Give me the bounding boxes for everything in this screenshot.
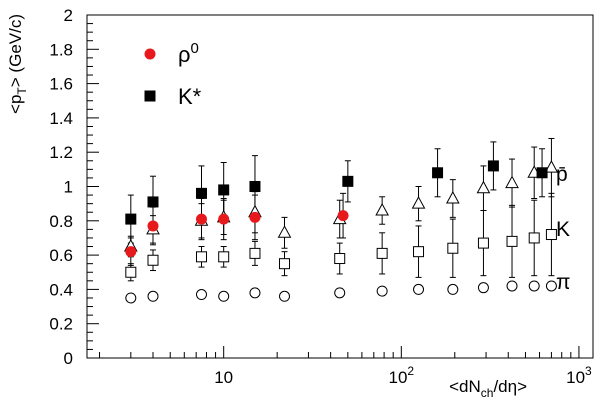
x-tick-label: 102 xyxy=(389,364,415,387)
y-tick-label: 1.6 xyxy=(49,75,73,94)
species-labels: p̄ K π xyxy=(556,163,571,294)
data-point-filled-square xyxy=(218,184,230,196)
species-label-pion: π xyxy=(556,271,571,294)
legend-rho-sup: 0 xyxy=(191,40,199,57)
data-point-filled-square xyxy=(536,167,548,179)
data-point-open-square xyxy=(218,251,230,263)
data-point-filled-square xyxy=(195,187,207,199)
data-point-open-circle xyxy=(279,290,291,302)
x-axis-title-sub: ch xyxy=(481,386,494,400)
data-point-filled-square xyxy=(147,196,159,208)
data-point-open-square xyxy=(447,242,459,254)
data-point-open-circle xyxy=(147,290,159,302)
species-label-pbar: p̄ xyxy=(556,163,568,186)
data-point-open-circle xyxy=(477,282,489,294)
y-tick-label: 1.2 xyxy=(49,143,73,162)
y-axis-title-pre: <p xyxy=(6,95,25,114)
data-point-open-triangle xyxy=(277,225,292,238)
data-point-filled-circle xyxy=(249,211,261,223)
data-point-open-circle xyxy=(447,283,459,295)
data-point-open-square xyxy=(147,254,159,266)
data-point-filled-square xyxy=(125,213,137,225)
legend-rho-marker xyxy=(144,48,156,60)
legend-rho-base: ρ xyxy=(178,42,191,67)
y-tick-label: 1.4 xyxy=(49,109,73,128)
data-point-filled-square xyxy=(249,181,261,192)
data-point-open-circle xyxy=(334,287,346,299)
data-point-open-square xyxy=(279,258,291,270)
data-point-open-square xyxy=(125,266,137,278)
species-label-kaon: K xyxy=(556,218,570,241)
data-point-open-square xyxy=(545,229,557,241)
legend-rho-label: ρ0 xyxy=(178,40,199,67)
legend: ρ0 K* xyxy=(144,40,202,109)
data-markers xyxy=(123,160,559,304)
x-axis-title: <dNch/dη> xyxy=(449,377,527,400)
data-point-filled-circle xyxy=(337,210,349,222)
data-point-filled-circle xyxy=(195,213,207,225)
x-axis-title-post: /dη> xyxy=(493,377,527,396)
data-point-open-circle xyxy=(545,280,557,292)
data-point-open-square xyxy=(477,237,489,249)
data-point-filled-square xyxy=(432,167,444,179)
y-axis-title: <pT> (GeV/c) xyxy=(6,14,29,114)
x-axis-title-pre: <dN xyxy=(449,377,481,396)
y-tick-label: 0.4 xyxy=(49,280,73,299)
data-point-filled-square xyxy=(342,175,354,187)
data-point-open-square xyxy=(334,253,346,265)
x-tick-label: 10 xyxy=(214,368,233,387)
y-tick-label: 0.6 xyxy=(49,246,73,265)
legend-kstar-base: K* xyxy=(178,84,202,109)
y-tick-label: 0.2 xyxy=(49,315,73,334)
data-point-open-square xyxy=(413,246,425,258)
data-point-open-triangle xyxy=(445,190,460,204)
data-point-open-circle xyxy=(506,280,518,292)
data-point-open-square xyxy=(528,232,540,244)
legend-kstar-marker xyxy=(144,90,156,102)
x-tick-label: 103 xyxy=(566,364,592,387)
data-point-open-square xyxy=(376,247,388,259)
data-point-open-circle xyxy=(125,292,137,304)
data-point-open-triangle xyxy=(411,196,426,209)
data-point-open-triangle xyxy=(375,202,389,216)
data-point-open-triangle xyxy=(505,175,519,189)
y-tick-label: 1.8 xyxy=(49,40,73,59)
legend-kstar-label: K* xyxy=(178,84,202,109)
data-point-open-square xyxy=(506,235,518,247)
data-point-filled-circle xyxy=(125,246,137,258)
data-point-open-circle xyxy=(249,287,261,299)
data-point-open-circle xyxy=(413,283,425,295)
data-point-open-circle xyxy=(376,285,388,297)
y-tick-label: 0.8 xyxy=(49,212,73,231)
data-point-open-circle xyxy=(528,280,540,292)
y-tick-label: 0 xyxy=(64,349,73,368)
plot-frame xyxy=(86,14,594,359)
y-tick-label: 1 xyxy=(64,178,73,197)
tick-labels: 0 0.2 0.4 0.6 0.8 1 1.2 1.4 1.6 1.8 2 10 102 103 xyxy=(49,6,592,387)
data-point-open-triangle xyxy=(476,180,491,194)
data-point-open-square xyxy=(249,247,261,259)
data-point-open-square xyxy=(195,251,207,263)
data-point-open-circle xyxy=(218,290,230,302)
data-point-filled-circle xyxy=(147,220,159,232)
data-point-filled-square xyxy=(487,160,499,172)
y-axis-title-post: > (GeV/c) xyxy=(6,14,25,87)
data-point-open-circle xyxy=(195,289,207,301)
y-tick-label: 2 xyxy=(64,6,73,25)
data-point-filled-circle xyxy=(218,213,230,225)
data-point-open-triangle xyxy=(544,160,559,173)
y-axis-title-sub: T xyxy=(15,87,29,95)
